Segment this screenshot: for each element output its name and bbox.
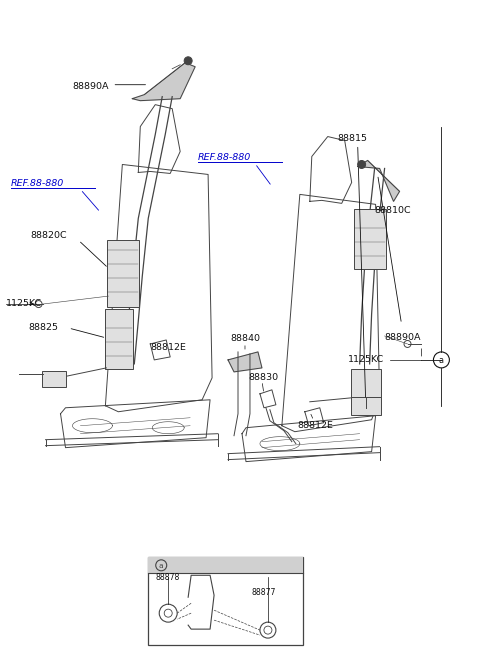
Text: 88812E: 88812E [298, 420, 334, 430]
FancyBboxPatch shape [354, 209, 385, 269]
FancyBboxPatch shape [148, 558, 303, 645]
FancyBboxPatch shape [351, 397, 381, 415]
Text: 88840: 88840 [230, 334, 260, 343]
FancyBboxPatch shape [108, 240, 139, 307]
FancyBboxPatch shape [351, 369, 381, 399]
Text: 88877: 88877 [252, 588, 276, 597]
Text: 88815: 88815 [338, 134, 368, 142]
FancyBboxPatch shape [106, 309, 133, 369]
Circle shape [184, 57, 192, 65]
Polygon shape [132, 63, 195, 100]
Circle shape [358, 161, 366, 169]
Text: 88890A: 88890A [72, 82, 109, 91]
Text: REF.88-880: REF.88-880 [198, 154, 252, 163]
FancyBboxPatch shape [42, 371, 65, 387]
Text: 1125KC: 1125KC [348, 355, 384, 364]
Text: a: a [158, 563, 163, 569]
Text: 88820C: 88820C [31, 232, 67, 240]
FancyBboxPatch shape [148, 558, 303, 573]
Text: 88825: 88825 [29, 323, 59, 332]
Text: 88810C: 88810C [374, 207, 411, 215]
Polygon shape [228, 352, 262, 372]
Text: 88830: 88830 [248, 373, 278, 382]
Polygon shape [358, 161, 399, 201]
Text: 1125KC: 1125KC [6, 299, 42, 308]
Text: 88890A: 88890A [384, 333, 421, 342]
Text: REF.88-880: REF.88-880 [11, 179, 64, 188]
Text: 88812E: 88812E [150, 343, 186, 352]
Text: 88878: 88878 [155, 573, 180, 583]
Text: a: a [438, 356, 443, 365]
